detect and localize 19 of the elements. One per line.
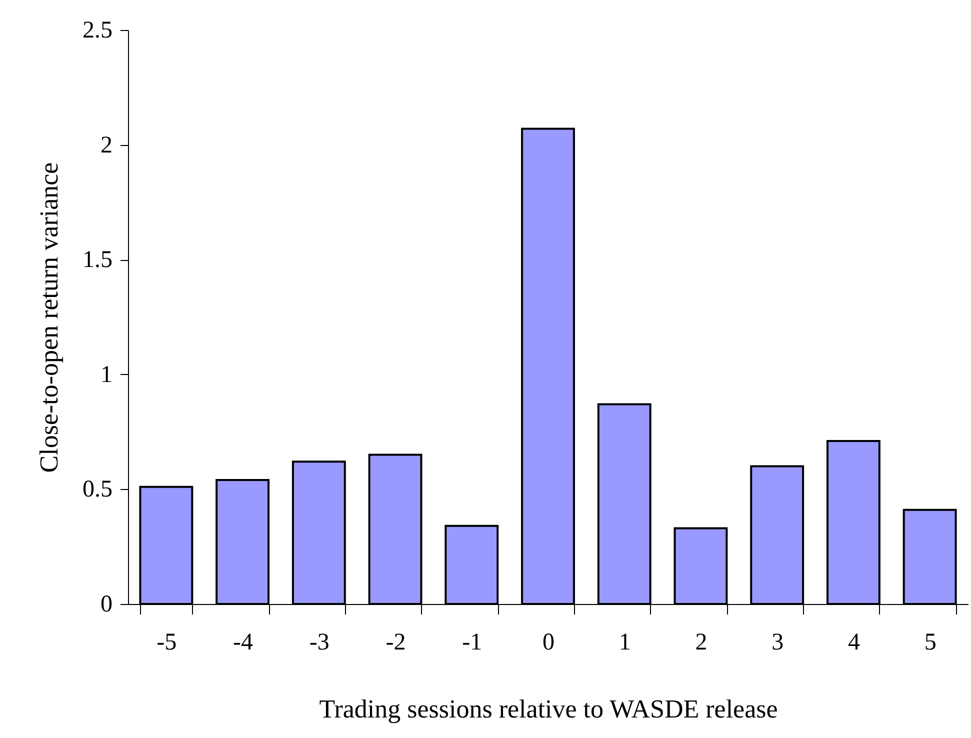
y-tick-label: 2 xyxy=(100,132,112,158)
x-tick-label: -3 xyxy=(309,630,330,656)
x-tick-label: -2 xyxy=(386,630,406,656)
x-tick-label: -4 xyxy=(233,630,254,656)
y-axis-title: Close-to-open return variance xyxy=(34,162,64,473)
y-tick-label: 1 xyxy=(100,362,112,388)
x-tick-label: 2 xyxy=(695,630,708,656)
y-tick-label: 2.5 xyxy=(82,18,112,44)
x-tick-label: -1 xyxy=(462,630,482,656)
x-tick-label: 4 xyxy=(848,630,860,656)
x-axis-title: Trading sessions relative to WASDE release xyxy=(319,694,778,724)
x-tick-label: 0 xyxy=(542,630,554,656)
y-tick-label: 0.5 xyxy=(82,476,112,503)
x-tick-label: -5 xyxy=(156,630,177,656)
x-tick-label: 3 xyxy=(772,630,784,656)
y-tick-label: 1.5 xyxy=(82,247,112,274)
y-tick-label: 0 xyxy=(100,592,112,618)
x-tick-label: 5 xyxy=(924,630,936,656)
x-tick-label: 1 xyxy=(618,630,631,656)
